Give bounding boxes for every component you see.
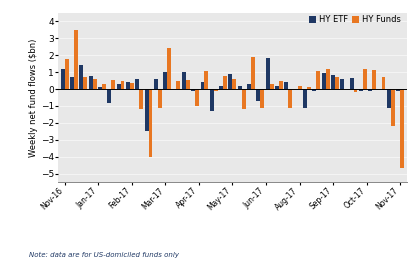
Bar: [117, 84, 120, 89]
Bar: [74, 30, 78, 89]
Bar: [350, 78, 354, 89]
Bar: [219, 86, 223, 89]
Bar: [316, 71, 320, 89]
Bar: [326, 69, 330, 89]
Bar: [381, 77, 386, 89]
Bar: [363, 69, 367, 89]
Bar: [260, 89, 264, 108]
Bar: [242, 89, 246, 109]
Text: Note: data are for US-domiciled funds only: Note: data are for US-domiciled funds on…: [29, 252, 179, 258]
Legend: HY ETF, HY Funds: HY ETF, HY Funds: [307, 14, 403, 26]
Bar: [79, 65, 83, 89]
Bar: [229, 74, 232, 89]
Bar: [279, 81, 283, 89]
Bar: [195, 89, 199, 106]
Bar: [163, 72, 167, 89]
Bar: [205, 71, 208, 89]
Bar: [149, 89, 152, 157]
Bar: [65, 58, 68, 89]
Bar: [307, 87, 311, 89]
Bar: [400, 89, 404, 168]
Bar: [111, 80, 115, 89]
Bar: [275, 86, 279, 89]
Bar: [387, 89, 391, 108]
Bar: [288, 89, 292, 108]
Bar: [210, 89, 214, 111]
Bar: [214, 89, 218, 91]
Bar: [89, 75, 93, 89]
Bar: [284, 82, 288, 89]
Bar: [340, 79, 344, 89]
Bar: [322, 73, 326, 89]
Bar: [312, 89, 316, 91]
Bar: [247, 84, 251, 89]
Bar: [83, 77, 87, 89]
Bar: [107, 89, 111, 102]
Bar: [391, 89, 395, 126]
Bar: [135, 79, 139, 89]
Bar: [200, 82, 205, 89]
Bar: [176, 81, 181, 89]
Bar: [368, 89, 372, 91]
Bar: [182, 72, 186, 89]
Bar: [298, 86, 302, 89]
Bar: [223, 75, 227, 89]
Bar: [372, 70, 376, 89]
Bar: [359, 89, 363, 91]
Bar: [335, 77, 339, 89]
Bar: [120, 81, 124, 89]
Bar: [331, 75, 335, 89]
Bar: [396, 89, 400, 91]
Bar: [93, 79, 97, 89]
Bar: [167, 48, 171, 89]
Bar: [70, 77, 74, 89]
Bar: [270, 84, 273, 89]
Bar: [186, 80, 190, 89]
Bar: [130, 83, 134, 89]
Bar: [126, 82, 130, 89]
Bar: [303, 89, 307, 108]
Bar: [154, 79, 158, 89]
Y-axis label: Weekly net fund flows ($bn): Weekly net fund flows ($bn): [29, 38, 38, 157]
Bar: [139, 89, 143, 109]
Bar: [256, 89, 260, 101]
Bar: [158, 89, 162, 108]
Bar: [102, 84, 106, 89]
Bar: [191, 89, 195, 91]
Bar: [251, 57, 255, 89]
Bar: [232, 79, 236, 89]
Bar: [266, 58, 270, 89]
Bar: [98, 87, 102, 89]
Bar: [354, 89, 357, 92]
Bar: [238, 86, 242, 89]
Bar: [61, 69, 65, 89]
Bar: [144, 89, 149, 131]
